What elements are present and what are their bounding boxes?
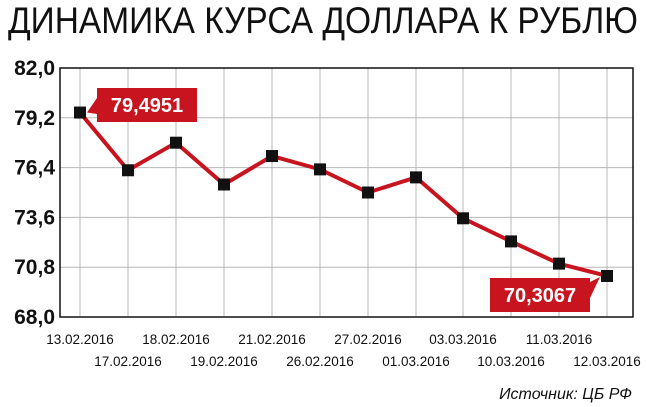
callout-box-0 (97, 88, 197, 122)
data-point-9 (505, 235, 517, 248)
data-point-10 (553, 257, 565, 270)
y-tick-label-5: 82,0 (14, 57, 55, 80)
x-tick-label-6: 27.02.2016 (334, 332, 402, 347)
data-point-3 (218, 178, 230, 191)
plot-frame (59, 67, 634, 318)
y-tick-label-2: 73,6 (14, 206, 55, 229)
y-tick-label-0: 68,0 (14, 306, 55, 329)
x-tick-label-3: 19.02.2016 (190, 354, 258, 369)
x-tick-label-7: 01.03.2016 (382, 354, 450, 369)
x-tick-label-1: 17.02.2016 (94, 354, 162, 369)
data-point-4 (266, 150, 278, 163)
callout-pointer-1 (590, 276, 600, 298)
data-point-5 (314, 163, 326, 176)
x-tick-label-0: 13.02.2016 (46, 332, 114, 347)
x-axis: 13.02.2016 17.02.2016 18.02.2016 19.02.2016… (46, 332, 641, 369)
series-markers (74, 106, 613, 282)
data-point-0 (74, 106, 86, 119)
data-point-8 (457, 212, 469, 225)
data-label-1: 70,3067 (504, 285, 576, 307)
y-tick-label-4: 79,2 (14, 107, 55, 130)
x-tick-label-9: 10.03.2016 (477, 354, 545, 369)
data-point-6 (362, 186, 374, 199)
callouts: 79,4951 70,3067 (87, 88, 600, 312)
x-tick-label-10: 11.03.2016 (526, 332, 593, 347)
y-tick-label-1: 70,8 (14, 256, 55, 279)
y-tick-label-3: 76,4 (14, 157, 55, 180)
x-tick-label-2: 18.02.2016 (142, 332, 210, 347)
x-tick-label-5: 26.02.2016 (286, 354, 354, 369)
data-point-2 (170, 136, 182, 149)
callout-pointer-0 (87, 98, 97, 114)
y-axis: 68,0 70,8 73,6 76,4 79,2 82,0 (14, 57, 55, 329)
x-tick-label-8: 03.03.2016 (429, 332, 497, 347)
data-point-7 (410, 171, 422, 184)
x-tick-label-11: 12.03.2016 (573, 354, 641, 369)
x-tick-label-4: 21.02.2016 (238, 332, 306, 347)
data-label-0: 79,4951 (111, 95, 183, 117)
source-note: Источник: ЦБ РФ (499, 386, 632, 403)
data-point-11 (601, 269, 613, 282)
data-point-1 (122, 164, 134, 177)
chart-title: ДИНАМИКА КУРСА ДОЛЛАРА К РУБЛЮ (8, 0, 638, 41)
callout-box-1 (490, 278, 590, 312)
series-line (78, 111, 608, 278)
series-line-path (78, 111, 608, 278)
